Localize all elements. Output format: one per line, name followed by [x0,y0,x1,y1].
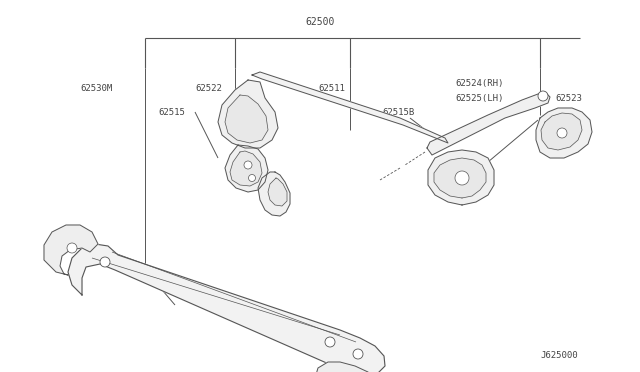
Polygon shape [225,145,268,192]
Polygon shape [434,158,486,198]
Text: J625000: J625000 [540,350,578,359]
Polygon shape [428,150,494,205]
Polygon shape [230,151,262,186]
Polygon shape [541,113,582,150]
Polygon shape [427,92,550,155]
Circle shape [557,128,567,138]
Text: 62525(LH): 62525(LH) [455,93,504,103]
Text: 62500: 62500 [305,17,335,27]
Circle shape [248,174,255,182]
Polygon shape [68,244,385,372]
Polygon shape [315,362,370,372]
Circle shape [244,161,252,169]
Circle shape [538,91,548,101]
Text: 62530M: 62530M [80,83,112,93]
Text: 62511: 62511 [318,83,345,93]
Circle shape [455,171,469,185]
Circle shape [353,349,363,359]
Text: 62515: 62515 [158,108,185,116]
Polygon shape [536,108,592,158]
Circle shape [325,337,335,347]
Text: 62522: 62522 [195,83,222,93]
Polygon shape [252,72,448,143]
Text: 62515B: 62515B [382,108,414,116]
Polygon shape [44,225,98,275]
Polygon shape [258,172,290,216]
Polygon shape [218,80,278,148]
Polygon shape [225,95,268,143]
Circle shape [100,257,110,267]
Circle shape [67,243,77,253]
Polygon shape [268,178,287,206]
Text: 62523: 62523 [555,93,582,103]
Text: 62524(RH): 62524(RH) [455,78,504,87]
